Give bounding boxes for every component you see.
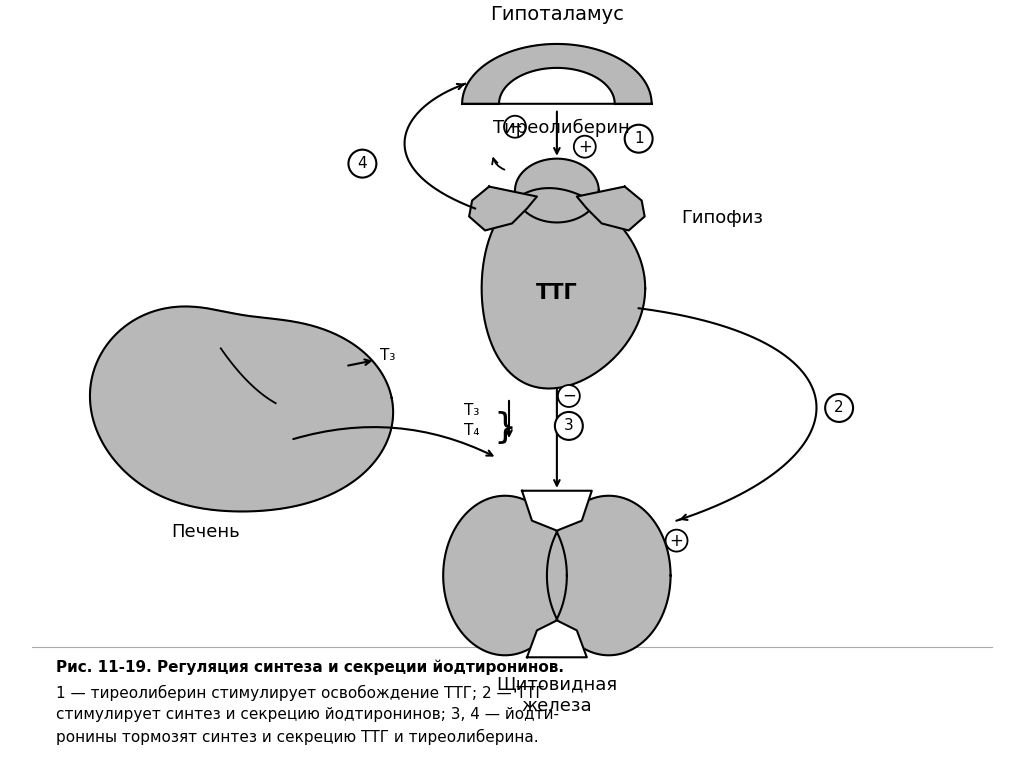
- Text: Гипоталамус: Гипоталамус: [489, 5, 624, 24]
- Circle shape: [555, 412, 583, 440]
- Text: Т₃: Т₃: [464, 403, 479, 418]
- Text: 1 — тиреолиберин стимулирует освобождение ТТГ; 2 — ТТГ
стимулирует синтез и секр: 1 — тиреолиберин стимулирует освобождени…: [56, 685, 559, 745]
- Text: +: +: [670, 532, 683, 550]
- Text: Рис. 11-19. Регуляция синтеза и секреции йодтиронинов.: Рис. 11-19. Регуляция синтеза и секреции…: [56, 660, 564, 675]
- Circle shape: [573, 136, 596, 158]
- Text: Гипофиз: Гипофиз: [682, 209, 764, 228]
- Text: +: +: [578, 137, 592, 156]
- Circle shape: [348, 150, 377, 178]
- Text: 3: 3: [564, 419, 573, 433]
- Text: Т₄: Т₄: [464, 423, 479, 438]
- Text: Щитовидная
железа: Щитовидная железа: [497, 675, 617, 716]
- Text: ТТГ: ТТГ: [536, 283, 578, 303]
- Text: Тиреолиберин: Тиреолиберин: [494, 119, 630, 137]
- Polygon shape: [515, 159, 599, 222]
- Text: 2: 2: [835, 400, 844, 416]
- Polygon shape: [443, 495, 567, 655]
- Polygon shape: [481, 188, 645, 389]
- Polygon shape: [90, 307, 393, 512]
- Circle shape: [666, 530, 687, 551]
- Text: Т₃: Т₃: [380, 347, 395, 363]
- Polygon shape: [469, 186, 537, 230]
- Text: −: −: [562, 387, 575, 405]
- Circle shape: [504, 116, 526, 138]
- Circle shape: [625, 125, 652, 153]
- Polygon shape: [577, 186, 645, 230]
- Text: 1: 1: [634, 131, 643, 146]
- Circle shape: [558, 385, 580, 407]
- Polygon shape: [462, 44, 651, 104]
- Polygon shape: [522, 491, 592, 531]
- Text: −: −: [508, 117, 522, 136]
- Text: }: }: [493, 411, 516, 445]
- Circle shape: [825, 394, 853, 422]
- Polygon shape: [527, 621, 587, 657]
- Polygon shape: [547, 495, 671, 655]
- Text: Печень: Печень: [171, 522, 241, 541]
- Text: 4: 4: [357, 156, 368, 171]
